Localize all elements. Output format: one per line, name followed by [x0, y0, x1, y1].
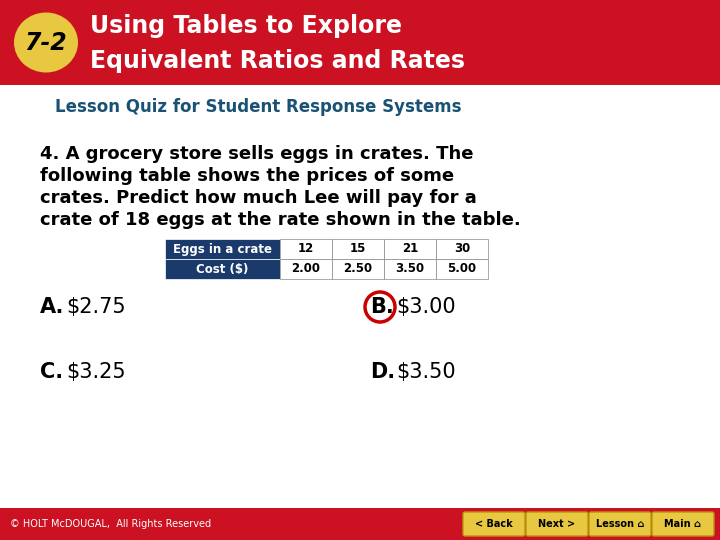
Bar — [436, 259, 488, 279]
Bar — [280, 239, 332, 259]
Text: $2.75: $2.75 — [66, 297, 125, 317]
Text: Lesson ⌂: Lesson ⌂ — [596, 519, 644, 529]
Text: $3.00: $3.00 — [396, 297, 456, 317]
Text: D.: D. — [370, 362, 395, 382]
Text: < Back: < Back — [475, 519, 513, 529]
Text: $3.50: $3.50 — [396, 362, 456, 382]
Text: 5.00: 5.00 — [447, 262, 477, 275]
Text: crate of 18 eggs at the rate shown in the table.: crate of 18 eggs at the rate shown in th… — [40, 211, 521, 229]
Text: Eggs in a crate: Eggs in a crate — [173, 242, 272, 255]
Text: Using Tables to Explore: Using Tables to Explore — [90, 14, 402, 37]
Text: Equivalent Ratios and Rates: Equivalent Ratios and Rates — [90, 49, 465, 73]
FancyBboxPatch shape — [526, 512, 588, 536]
Text: 4. A grocery store sells eggs in crates. The: 4. A grocery store sells eggs in crates.… — [40, 145, 474, 163]
Text: Cost ($): Cost ($) — [197, 262, 248, 275]
Text: Main ⌂: Main ⌂ — [665, 519, 701, 529]
Text: $3.25: $3.25 — [66, 362, 125, 382]
Text: B.: B. — [370, 297, 394, 317]
Bar — [332, 239, 384, 259]
Text: 15: 15 — [350, 242, 366, 255]
Bar — [0, 508, 720, 540]
Bar — [384, 259, 436, 279]
Bar — [0, 0, 720, 85]
Bar — [384, 239, 436, 259]
Text: 21: 21 — [402, 242, 418, 255]
Bar — [436, 239, 488, 259]
Text: 2.50: 2.50 — [343, 262, 372, 275]
Text: Next >: Next > — [539, 519, 575, 529]
Text: C.: C. — [40, 362, 63, 382]
Text: 3.50: 3.50 — [395, 262, 425, 275]
Text: Lesson Quiz for Student Response Systems: Lesson Quiz for Student Response Systems — [55, 98, 462, 116]
Bar — [165, 239, 280, 259]
Text: 7-2: 7-2 — [24, 30, 68, 55]
Bar — [165, 259, 280, 279]
Text: © HOLT McDOUGAL,  All Rights Reserved: © HOLT McDOUGAL, All Rights Reserved — [10, 519, 211, 529]
Text: 2.00: 2.00 — [292, 262, 320, 275]
Text: following table shows the prices of some: following table shows the prices of some — [40, 167, 454, 185]
Text: 30: 30 — [454, 242, 470, 255]
Text: A.: A. — [40, 297, 64, 317]
Text: 12: 12 — [298, 242, 314, 255]
FancyBboxPatch shape — [463, 512, 525, 536]
Bar — [332, 259, 384, 279]
Ellipse shape — [14, 12, 78, 72]
Bar — [280, 259, 332, 279]
FancyBboxPatch shape — [652, 512, 714, 536]
FancyBboxPatch shape — [589, 512, 651, 536]
Text: crates. Predict how much Lee will pay for a: crates. Predict how much Lee will pay fo… — [40, 189, 477, 207]
